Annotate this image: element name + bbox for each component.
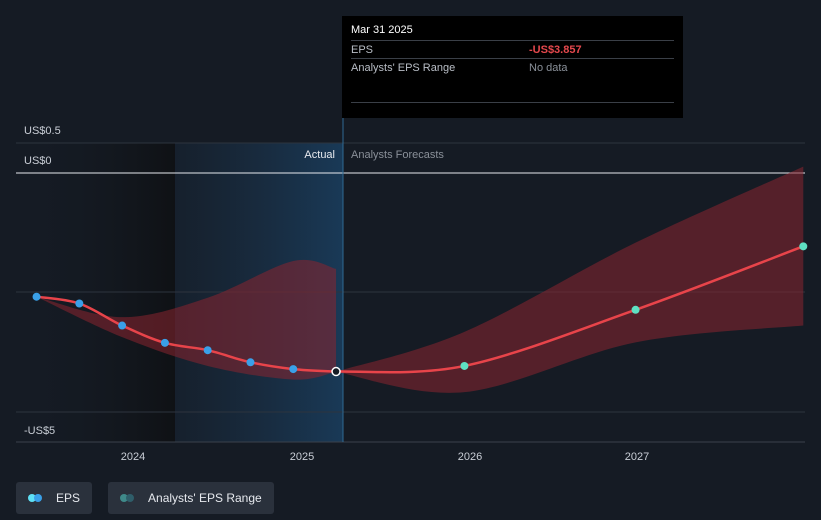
eps-actual-point [32, 292, 41, 301]
y-tick-label: US$0.5 [24, 125, 61, 137]
legend-label: Analysts' EPS Range [148, 491, 262, 505]
tooltip-row-eps: EPS -US$3.857 [351, 40, 674, 58]
eps-forecast-point [799, 242, 808, 251]
range-bands [36, 166, 804, 393]
eps-forecast-point [460, 361, 469, 370]
x-tick-label: 2025 [290, 451, 314, 463]
tooltip-divider [351, 102, 674, 103]
eps-legend-icon [28, 493, 48, 503]
y-tick-label: -US$5 [24, 425, 55, 437]
x-tick-label: 2027 [625, 451, 649, 463]
tooltip-row-range: Analysts' EPS Range No data [351, 58, 674, 76]
eps-forecast-line [335, 245, 804, 374]
eps-actual-point [75, 299, 84, 308]
x-tick-label: 2026 [458, 451, 482, 463]
eps-actual-point [118, 321, 127, 330]
legend-label: EPS [56, 491, 81, 505]
region-label-forecast: Analysts Forecasts [351, 149, 444, 161]
eps-range-band [336, 166, 804, 393]
legend: EPS Analysts' EPS Range [16, 482, 274, 514]
tooltip: Mar 31 2025 EPS -US$3.857 Analysts' EPS … [342, 16, 683, 118]
eps-current-point [331, 366, 341, 377]
region-label-actual: Actual [304, 149, 335, 161]
eps-forecast-point [631, 305, 640, 314]
tooltip-label: EPS [351, 43, 374, 56]
y-tick-label: US$0 [24, 155, 52, 167]
eps-actual-point [289, 365, 298, 374]
range-legend-icon [120, 493, 140, 503]
eps-actual-point [160, 338, 169, 347]
eps-actual-point [246, 358, 255, 367]
eps-points [32, 242, 808, 377]
tooltip-value: -US$3.857 [529, 43, 582, 56]
legend-eps-button[interactable]: EPS [16, 482, 93, 514]
eps-range-band [36, 259, 337, 380]
tooltip-value: No data [529, 61, 568, 74]
eps-actual-point [203, 346, 212, 355]
tooltip-label: Analysts' EPS Range [351, 61, 456, 74]
x-tick-label: 2024 [121, 451, 145, 463]
legend-range-button[interactable]: Analysts' EPS Range [108, 482, 274, 514]
tooltip-date: Mar 31 2025 [351, 24, 413, 36]
